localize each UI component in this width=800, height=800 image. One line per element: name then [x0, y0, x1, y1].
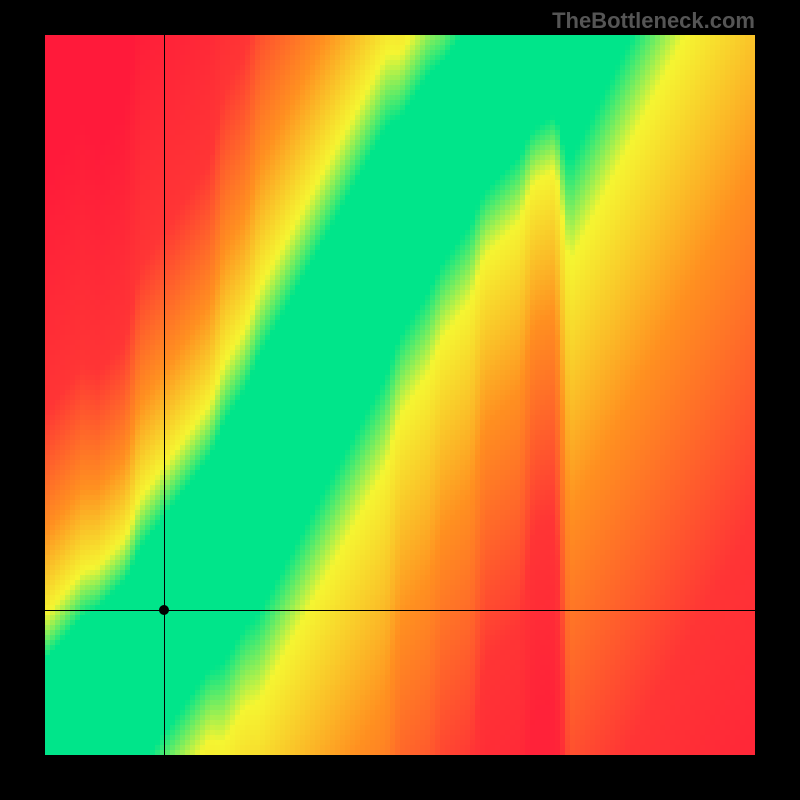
watermark-text: TheBottleneck.com [552, 8, 755, 34]
marker-point [159, 605, 169, 615]
chart-container [45, 35, 755, 755]
crosshair-horizontal [45, 610, 755, 611]
crosshair-vertical [164, 35, 165, 755]
heatmap-canvas [45, 35, 755, 755]
